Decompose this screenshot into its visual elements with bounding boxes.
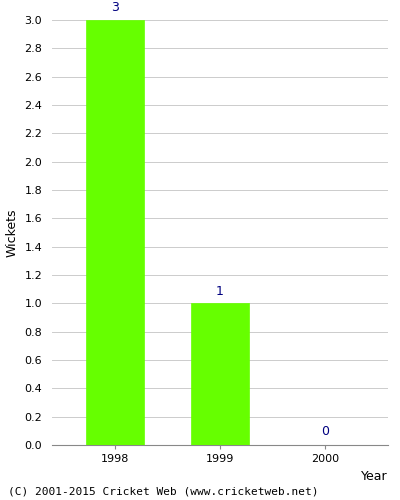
Text: 3: 3 (111, 2, 119, 15)
Y-axis label: Wickets: Wickets (6, 208, 19, 257)
Bar (191, 304, 249, 445)
Bar (86, 20, 144, 445)
X-axis label: Year: Year (361, 470, 388, 482)
Text: (C) 2001-2015 Cricket Web (www.cricketweb.net): (C) 2001-2015 Cricket Web (www.cricketwe… (8, 486, 318, 496)
Text: 0: 0 (321, 425, 329, 438)
Text: 1: 1 (216, 284, 224, 298)
